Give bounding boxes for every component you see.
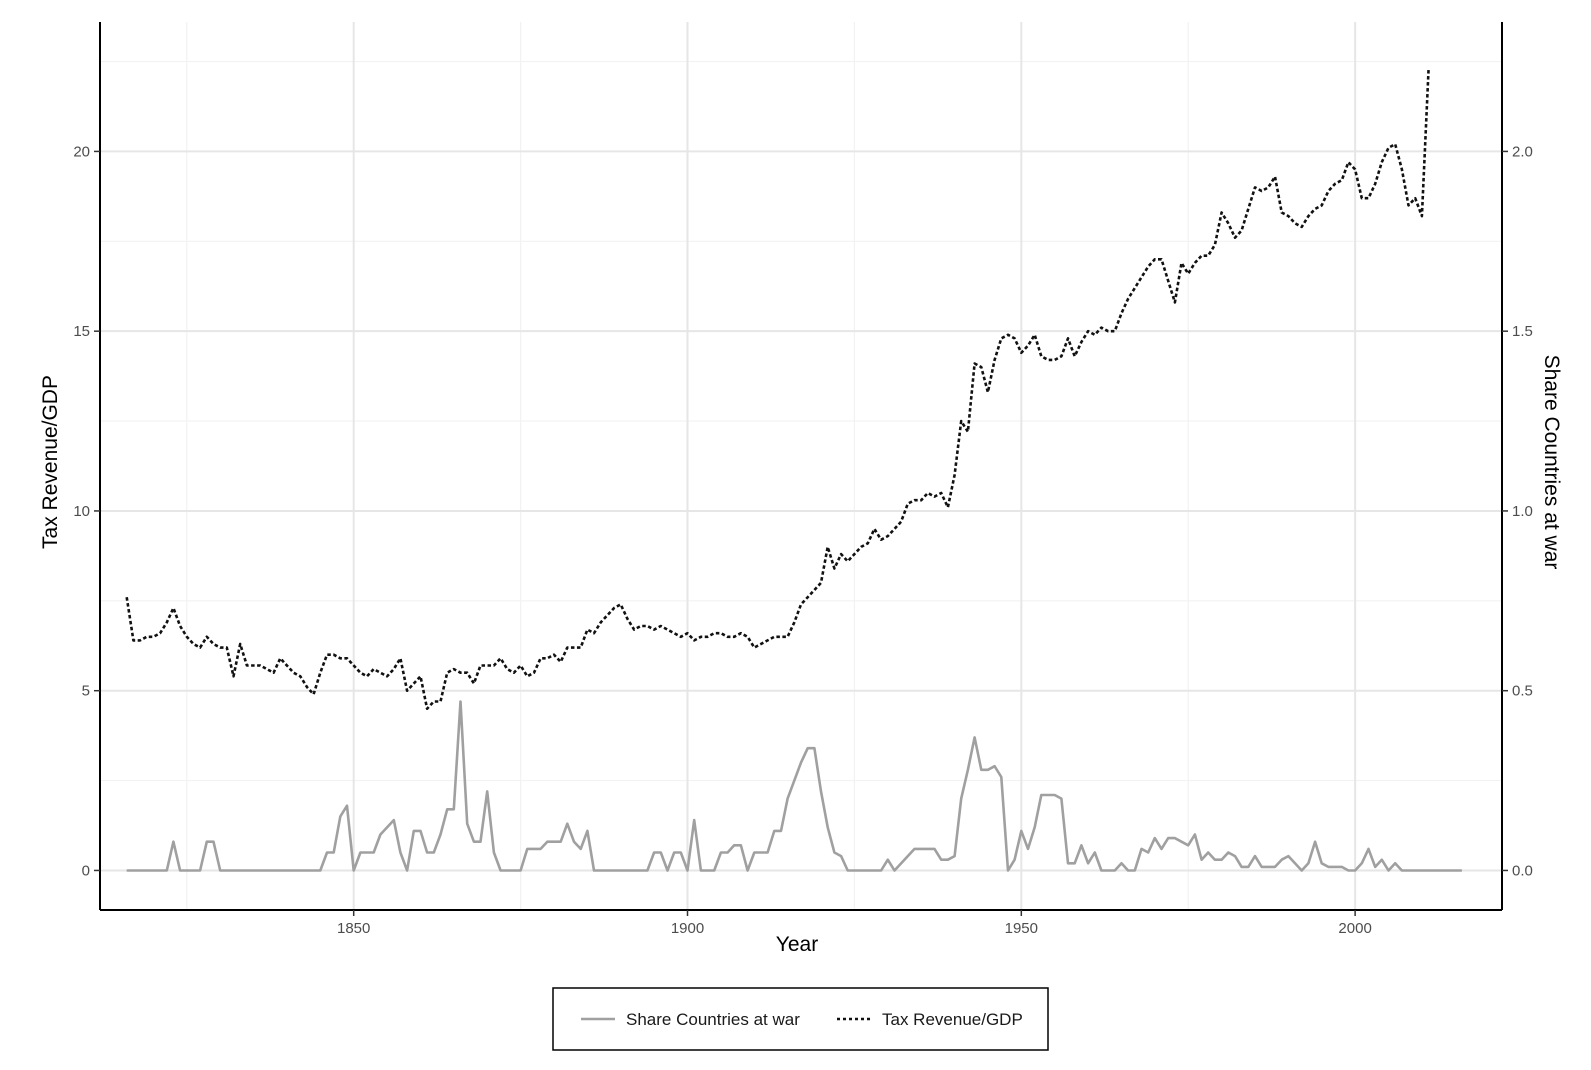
grid-layer [100,22,1502,910]
y-right-tick-label: 1.0 [1512,503,1533,520]
x-tick-label: 2000 [1338,920,1371,937]
y-left-tick-label: 5 [82,683,90,700]
legend-box [552,987,1049,1051]
series-layer [125,68,1462,872]
axis-layer: 1850 1900 1950 2000 0 5 10 15 20 0.0 0.5 1.0 1.5 2.0 [73,22,1533,937]
y-left-tick-label: 15 [73,323,90,340]
series-line-tax-revenue-gdp [125,68,1430,710]
x-axis-title: Year [776,933,818,956]
series-line-share-countries-at-war [126,700,1462,872]
x-tick-label: 1850 [337,920,370,937]
x-tick-label: 1900 [671,920,704,937]
y-right-tick-label: 2.0 [1512,143,1533,160]
y-right-tick-label: 0.0 [1512,862,1533,879]
y-right-tick-label: 1.5 [1512,323,1533,340]
x-tick-label: 1950 [1005,920,1038,937]
y-axis-right-title: Share Countries at war [1540,355,1563,570]
y-right-tick-label: 0.5 [1512,683,1533,700]
y-left-tick-label: 10 [73,503,90,520]
y-left-tick-label: 20 [73,143,90,160]
y-axis-left-title: Tax Revenue/GDP [39,375,62,549]
y-left-tick-label: 0 [82,862,90,879]
legend: Share Countries at war Tax Revenue/GDP [552,987,1049,1051]
legend-label-share-countries-at-war: Share Countries at war [626,1010,800,1029]
legend-label-tax-revenue-gdp: Tax Revenue/GDP [882,1010,1023,1029]
